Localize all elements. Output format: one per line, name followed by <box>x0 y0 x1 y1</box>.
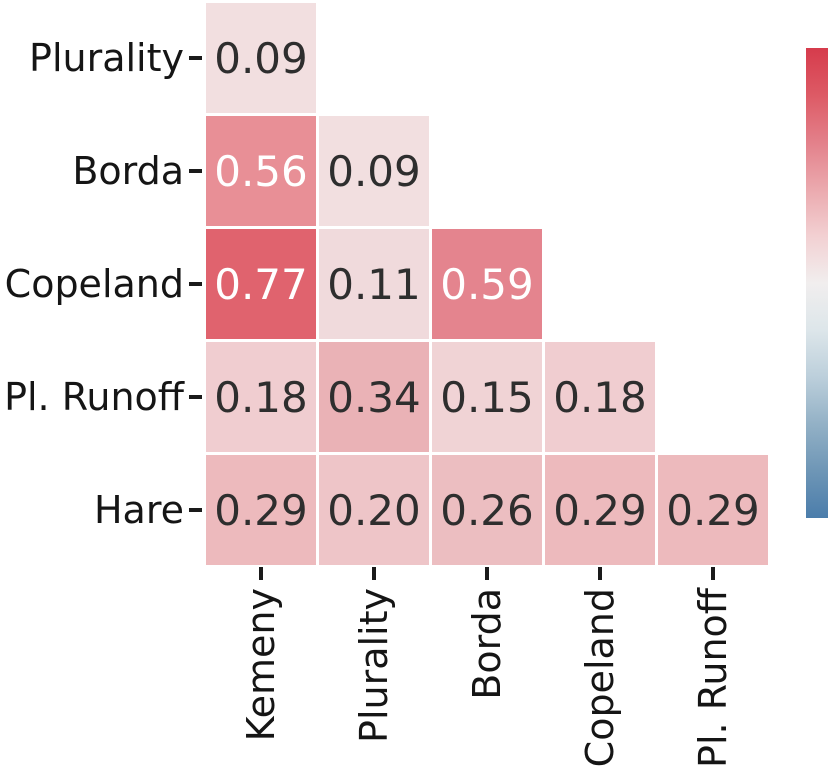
x-tick-label: Borda <box>465 588 509 700</box>
heatmap-cell: 0.34 <box>319 342 429 452</box>
x-tick-label: Copeland <box>578 588 622 768</box>
heatmap-cell: 0.59 <box>432 229 542 339</box>
heatmap-cell: 0.29 <box>206 455 316 565</box>
y-tick-label: Borda <box>72 149 184 193</box>
y-tick-label: Pl. Runoff <box>4 375 184 419</box>
heatmap-cell-empty <box>545 229 655 339</box>
heatmap-cell: 0.56 <box>206 116 316 226</box>
x-tick-mark <box>598 567 602 580</box>
y-tick-mark <box>189 395 202 399</box>
heatmap-cell: 0.77 <box>206 229 316 339</box>
x-tick-mark <box>372 567 376 580</box>
x-tick-mark <box>711 567 715 580</box>
heatmap-cell: 0.09 <box>206 3 316 113</box>
heatmap-cell-empty <box>319 3 429 113</box>
x-tick-label: Pl. Runoff <box>691 588 735 768</box>
heatmap-cell-empty <box>545 116 655 226</box>
heatmap-cell-empty <box>545 3 655 113</box>
y-tick-mark <box>189 282 202 286</box>
heatmap-cell: 0.29 <box>658 455 768 565</box>
heatmap-cell-empty <box>432 116 542 226</box>
heatmap-cell: 0.20 <box>319 455 429 565</box>
y-tick-label: Hare <box>93 488 184 532</box>
x-tick-mark <box>259 567 263 580</box>
heatmap-cell: 0.15 <box>432 342 542 452</box>
colorbar <box>806 48 828 518</box>
heatmap-cell-empty <box>432 3 542 113</box>
heatmap-cell-empty <box>658 116 768 226</box>
x-tick-label: Plurality <box>352 588 396 743</box>
y-tick-mark <box>189 169 202 173</box>
y-tick-label: Copeland <box>4 262 184 306</box>
heatmap-cell: 0.26 <box>432 455 542 565</box>
heatmap-cell-empty <box>658 229 768 339</box>
heatmap-cell: 0.11 <box>319 229 429 339</box>
y-tick-mark <box>189 56 202 60</box>
heatmap-cell: 0.18 <box>545 342 655 452</box>
x-tick-mark <box>485 567 489 580</box>
heatmap-cell: 0.18 <box>206 342 316 452</box>
y-tick-mark <box>189 508 202 512</box>
heatmap-cell: 0.29 <box>545 455 655 565</box>
y-tick-label: Plurality <box>29 36 184 80</box>
x-tick-label: Kemeny <box>239 588 283 742</box>
heatmap-cell: 0.09 <box>319 116 429 226</box>
heatmap-cell-empty <box>658 3 768 113</box>
heatmap-grid: 0.09 0.56 0.09 0.77 0.11 0.59 0.18 0.34 0.15 0.18… <box>206 3 768 565</box>
heatmap-cell-empty <box>658 342 768 452</box>
